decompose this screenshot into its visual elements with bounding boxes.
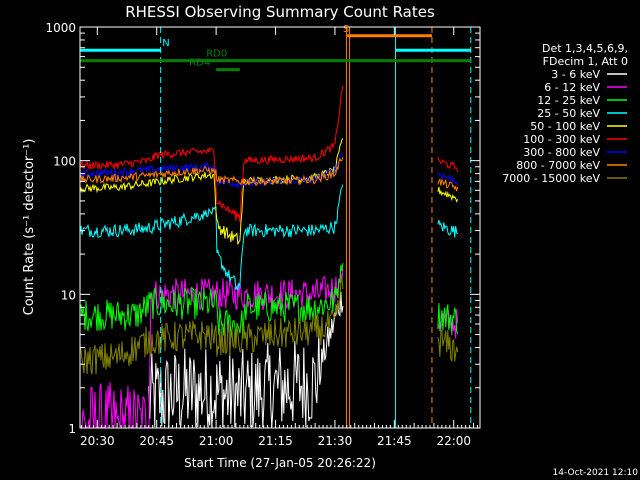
legend: Det 1,3,4,5,6,9, FDecim 1, Att 0 3 - 6 k…: [502, 42, 628, 185]
y-tick-label: 1: [68, 422, 76, 436]
axis-ticks: 20:30 20:45 21:00 21:15 21:30 21:45 22:00 1 10 10…: [45, 21, 480, 448]
series-trace-100-300-kev-after-gap: [437, 156, 459, 173]
legend-label: 7000 - 15000 keV: [502, 172, 600, 185]
series-trace-25-50-kev-before-gap: [79, 184, 344, 291]
series-25-50-kev: [79, 184, 459, 291]
x-tick-label: 21:00: [199, 434, 234, 448]
series-trace-800-7000-kev-before-gap: [79, 157, 344, 186]
series-trace-7000-15000-kev-before-gap: [79, 277, 344, 375]
y-tick-label: 1000: [45, 21, 76, 35]
legend-row-6-12-kev: 6 - 12 keV: [544, 81, 627, 94]
legend-row-7000-15000-kev: 7000 - 15000 keV: [502, 172, 627, 185]
legend-header-line-2: FDecim 1, Att 0: [543, 55, 628, 68]
legend-label: 50 - 100 keV: [530, 120, 600, 133]
x-tick-label: 20:45: [139, 434, 174, 448]
series-trace-12-25-kev-after-gap: [437, 303, 459, 334]
legend-label: 6 - 12 keV: [544, 81, 600, 94]
series-trace-100-300-kev-before-gap: [79, 85, 344, 223]
legend-label: 800 - 7000 keV: [516, 159, 600, 172]
series-3-6-kev: [148, 291, 344, 428]
y-axis-label: Count Rate (s⁻¹ detector⁻¹): [22, 139, 37, 316]
chart-title: RHESSI Observing Summary Count Rates: [125, 3, 435, 21]
x-tick-label: 22:00: [436, 434, 471, 448]
legend-row-300-800-kev: 300 - 800 keV: [523, 146, 627, 159]
legend-row-100-300-kev: 100 - 300 keV: [523, 133, 627, 146]
x-tick-label: 20:30: [80, 434, 115, 448]
series-100-300-kev: [79, 85, 459, 223]
series-trace-300-800-kev-after-gap: [437, 171, 459, 185]
x-tick-label: 21:30: [318, 434, 353, 448]
series-trace-50-100-kev-after-gap: [437, 186, 459, 203]
axes-frame: [79, 26, 481, 429]
flag-label-s: S: [343, 24, 349, 35]
x-tick-label: 21:15: [258, 434, 293, 448]
legend-row-25-50-kev: 25 - 50 keV: [537, 107, 627, 120]
flag-label-rd4: RD4: [189, 58, 210, 69]
legend-label: 3 - 6 keV: [551, 68, 600, 81]
flag-label-n: N: [162, 38, 169, 49]
series-trace-25-50-kev-after-gap: [437, 219, 459, 238]
legend-label: 25 - 50 keV: [537, 107, 600, 120]
x-tick-label: 21:45: [377, 434, 412, 448]
y-tick-label: 100: [53, 155, 76, 169]
plot-area: [79, 85, 459, 428]
legend-row-3-6-kev: 3 - 6 keV: [551, 68, 627, 81]
legend-row-12-25-kev: 12 - 25 keV: [537, 94, 627, 107]
x-axis-label: Start Time (27-Jan-05 20:26:22): [184, 456, 376, 470]
legend-label: 300 - 800 keV: [523, 146, 600, 159]
y-tick-label: 10: [61, 288, 76, 302]
series-800-7000-kev: [79, 157, 459, 192]
flag-label-rd0: RD0: [206, 49, 227, 60]
series-trace-3-6-kev-before-gap: [148, 291, 344, 428]
series-trace-7000-15000-kev-after-gap: [437, 329, 459, 363]
legend-header-line-1: Det 1,3,4,5,6,9,: [542, 42, 628, 55]
legend-row-50-100-kev: 50 - 100 keV: [530, 120, 627, 133]
timestamp: 14-Oct-2021 12:10: [553, 468, 639, 478]
legend-row-800-7000-kev: 800 - 7000 keV: [516, 159, 627, 172]
legend-label: 100 - 300 keV: [523, 133, 600, 146]
series-trace-800-7000-kev-after-gap: [437, 178, 459, 192]
legend-label: 12 - 25 keV: [537, 94, 600, 107]
series-7000-15000-kev: [79, 277, 459, 375]
